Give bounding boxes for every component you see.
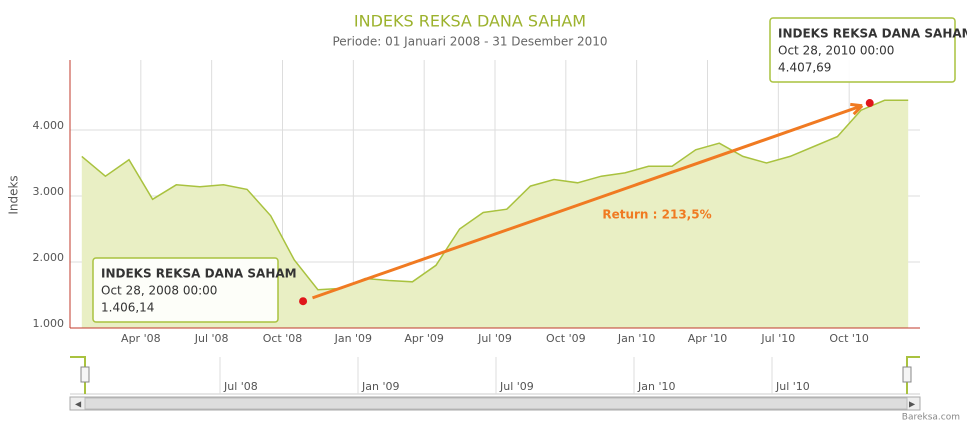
navigator-tick-label: Jan '09 bbox=[361, 380, 399, 393]
navigator-handle[interactable] bbox=[902, 366, 912, 383]
x-tick-label: Jan '10 bbox=[617, 332, 655, 345]
x-tick-label: Oct '08 bbox=[263, 332, 303, 345]
tooltip-date: Oct 28, 2010 00:00 bbox=[778, 44, 894, 58]
tooltip-title: INDEKS REKSA DANA SAHAM bbox=[101, 267, 297, 281]
navigator-tick-label: Jan '10 bbox=[637, 380, 675, 393]
navigator-handle[interactable] bbox=[80, 366, 90, 383]
tooltip bbox=[769, 17, 956, 83]
x-tick-label: Oct '10 bbox=[829, 332, 869, 345]
y-tick-label: 2.000 bbox=[33, 251, 65, 264]
scroll-left[interactable]: ◀ bbox=[75, 400, 82, 409]
y-tick-label: 3.000 bbox=[33, 185, 65, 198]
y-axis-title: Indeks bbox=[7, 175, 21, 214]
return-arrow bbox=[312, 104, 863, 300]
x-tick-label: Apr '09 bbox=[404, 332, 444, 345]
tooltip-title: INDEKS REKSA DANA SAHAM bbox=[778, 27, 967, 41]
chart-title: INDEKS REKSA DANA SAHAM bbox=[354, 12, 586, 31]
scroll-right[interactable]: ▶ bbox=[909, 400, 916, 409]
navigator-tick-label: Jul '08 bbox=[223, 380, 258, 393]
x-tick-label: Jul '10 bbox=[760, 332, 795, 345]
credits: Bareksa.com bbox=[902, 413, 960, 423]
area-fill bbox=[81, 100, 909, 328]
scrollbar-thumb[interactable] bbox=[84, 397, 908, 410]
return-label: Return : 213,5% bbox=[602, 208, 711, 222]
tooltip bbox=[92, 257, 279, 323]
x-tick-label: Apr '08 bbox=[121, 332, 161, 345]
y-tick-label: 1.000 bbox=[33, 317, 65, 330]
tooltip-value: 1.406,14 bbox=[101, 301, 154, 315]
x-tick-label: Apr '10 bbox=[688, 332, 728, 345]
tooltip-value: 4.407,69 bbox=[778, 61, 831, 75]
annotation-point bbox=[865, 99, 874, 108]
chart-subtitle: Periode: 01 Januari 2008 - 31 Desember 2… bbox=[332, 35, 607, 49]
x-tick-label: Jul '09 bbox=[477, 332, 512, 345]
return-arrow-head bbox=[850, 102, 864, 116]
y-tick-label: 4.000 bbox=[33, 119, 65, 132]
x-tick-label: Jan '09 bbox=[334, 332, 372, 345]
navigator-tick-label: Jul '09 bbox=[499, 380, 534, 393]
series-line bbox=[81, 99, 909, 291]
navigator: ◀ ▶ Jul '08 Jan '09 Jul '09 Jan '10 Jul '10 bbox=[69, 356, 921, 411]
x-tick-label: Jul '08 bbox=[194, 332, 229, 345]
tooltip-date: Oct 28, 2008 00:00 bbox=[101, 284, 217, 298]
navigator-tick-label: Jul '10 bbox=[775, 380, 810, 393]
x-tick-label: Oct '09 bbox=[546, 332, 586, 345]
annotation-point bbox=[299, 297, 308, 306]
